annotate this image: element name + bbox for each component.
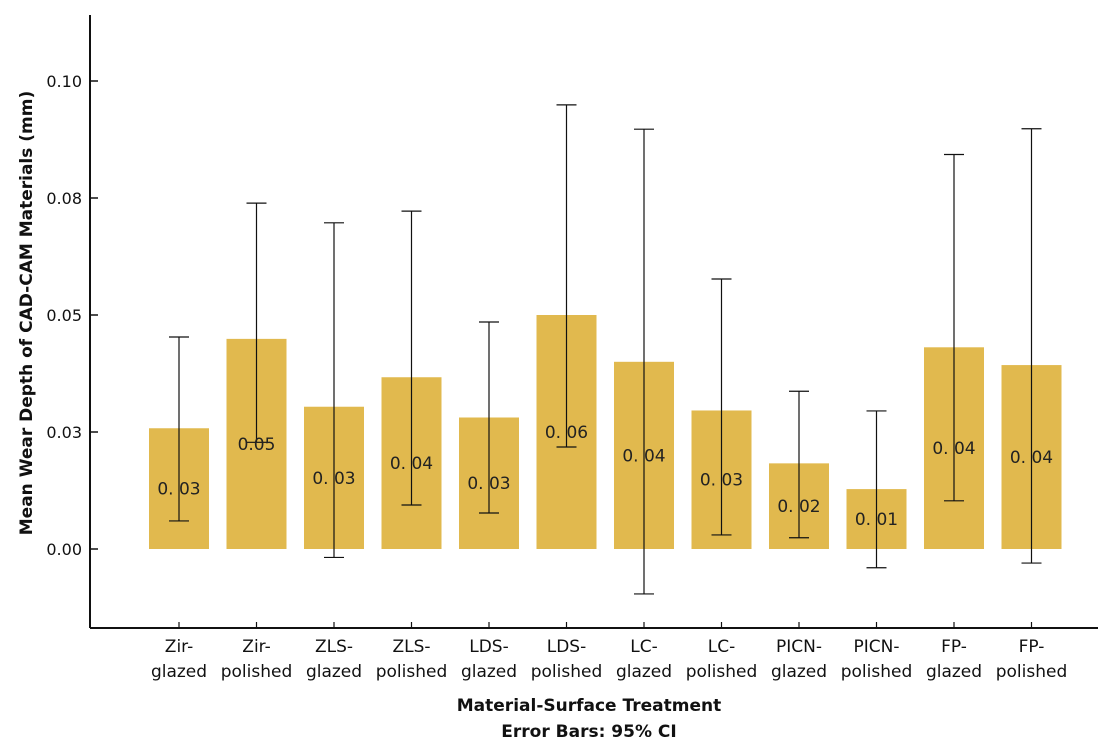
- y-tick-label: 0.05: [46, 306, 82, 325]
- category-label-line2: glazed: [461, 662, 517, 682]
- category-label-line2: polished: [376, 662, 448, 682]
- data-label: 0. 01: [855, 510, 898, 530]
- category-label-line2: glazed: [151, 662, 207, 682]
- data-label: 0. 04: [932, 439, 975, 459]
- data-label: 0. 04: [1010, 448, 1053, 468]
- y-tick-label: 0.10: [46, 72, 82, 91]
- category-label-line2: glazed: [926, 662, 982, 682]
- data-label: 0. 02: [777, 497, 820, 517]
- category-label-line1: PICN-: [854, 637, 900, 657]
- y-tick-label: 0.03: [46, 423, 82, 442]
- axes: 0.00 0.03 0.05 0.08 0.10 Zir-glazed Zir-polish…: [46, 15, 1098, 682]
- category-label-line1: ZLS-: [392, 637, 430, 657]
- category-label-line2: polished: [841, 662, 913, 682]
- category-label-line1: LDS-: [547, 637, 587, 657]
- data-label: 0. 04: [622, 446, 665, 466]
- category-label-line2: glazed: [306, 662, 362, 682]
- data-label: 0. 03: [467, 474, 510, 494]
- x-axis-title: Material-Surface Treatment: [457, 696, 721, 716]
- y-axis-title: Mean Wear Depth of CAD-CAM Materials (mm…: [17, 91, 37, 535]
- category-label-line1: LDS-: [469, 637, 509, 657]
- data-label: 0. 06: [545, 423, 588, 443]
- category-label-line1: FP-: [1019, 637, 1045, 657]
- category-label-line1: Zir-: [242, 637, 270, 657]
- y-tick-label: 0.08: [46, 189, 82, 208]
- category-label-line1: PICN-: [776, 637, 822, 657]
- category-label-line1: FP-: [941, 637, 967, 657]
- category-label-line1: Zir-: [165, 637, 193, 657]
- category-label-line2: polished: [686, 662, 758, 682]
- category-label-line2: glazed: [771, 662, 827, 682]
- category-label-line1: ZLS-: [315, 637, 353, 657]
- category-label-line1: LC-: [630, 637, 657, 657]
- data-label: 0. 04: [390, 454, 433, 474]
- category-label-line2: polished: [531, 662, 603, 682]
- data-labels-group: 0. 03 0.05 0. 03 0. 04 0. 03 0. 06 0. 04 0. 03 0…: [157, 423, 1053, 530]
- y-tick-label: 0.00: [46, 540, 82, 559]
- data-label: 0.05: [238, 435, 276, 455]
- category-label-line2: polished: [221, 662, 293, 682]
- category-label-line2: polished: [996, 662, 1068, 682]
- category-label-line1: LC-: [708, 637, 735, 657]
- error-bar-note: Error Bars: 95% CI: [501, 722, 676, 742]
- category-label-line2: glazed: [616, 662, 672, 682]
- data-label: 0. 03: [700, 471, 743, 491]
- data-label: 0. 03: [312, 469, 355, 489]
- error-bars-group: [169, 104, 1042, 595]
- bars-group: [149, 315, 1062, 549]
- data-label: 0. 03: [157, 480, 200, 500]
